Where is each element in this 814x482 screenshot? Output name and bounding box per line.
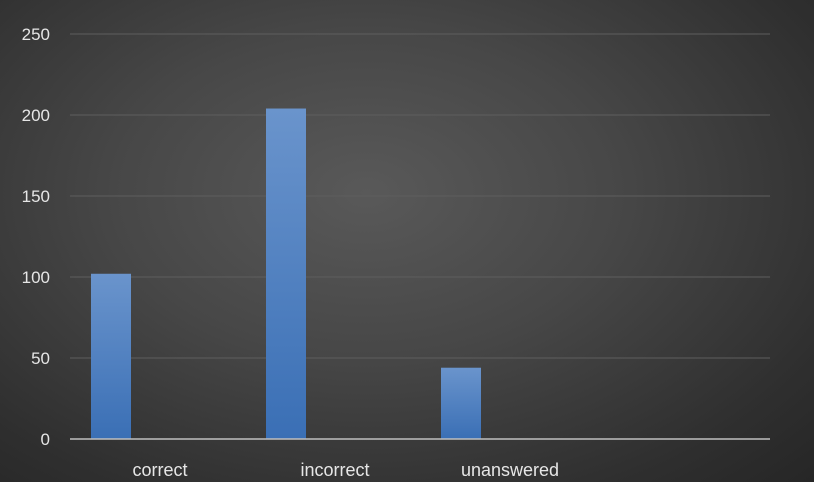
category-label-correct: correct (132, 460, 187, 480)
y-tick-label: 200 (22, 106, 50, 125)
bar-correct (91, 273, 131, 439)
y-tick-label: 0 (41, 430, 50, 449)
bars (91, 108, 481, 440)
y-tick-label: 50 (31, 349, 50, 368)
bar-unanswered (441, 367, 481, 439)
gridlines (70, 33, 770, 359)
category-label-unanswered: unanswered (461, 460, 559, 480)
y-tick-label: 100 (22, 268, 50, 287)
bar-incorrect (266, 108, 306, 440)
category-labels: correct incorrect unanswered (132, 460, 559, 480)
y-tick-label: 250 (22, 25, 50, 44)
category-label-incorrect: incorrect (300, 460, 369, 480)
y-tick-labels: 0 50 100 150 200 250 (22, 25, 50, 449)
y-tick-label: 150 (22, 187, 50, 206)
